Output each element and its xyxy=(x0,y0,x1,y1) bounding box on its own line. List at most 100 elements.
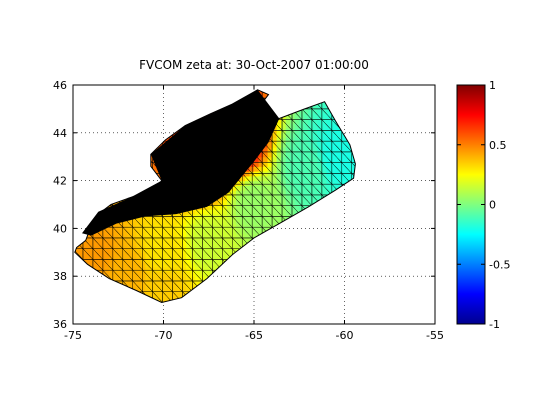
field-cell xyxy=(154,276,160,282)
field-cell xyxy=(204,257,210,263)
field-cell xyxy=(181,242,187,249)
field-cell xyxy=(154,285,160,292)
field-cell xyxy=(226,237,232,244)
field-cell xyxy=(326,137,332,143)
field-cell xyxy=(158,218,165,225)
field-cell xyxy=(294,175,300,182)
field-cell xyxy=(321,137,327,143)
field-cell xyxy=(163,280,169,287)
field-cell xyxy=(263,171,269,177)
field-cell xyxy=(281,142,287,148)
field-cell xyxy=(303,108,309,115)
field-cell xyxy=(285,180,291,186)
field-cell xyxy=(136,233,142,239)
field-cell xyxy=(285,175,291,182)
field-cell xyxy=(122,252,128,258)
colorbar-tick-label: 0 xyxy=(489,199,496,212)
field-cell xyxy=(190,228,196,234)
field-cell xyxy=(131,261,137,268)
field-cell xyxy=(163,214,169,220)
field-cell xyxy=(217,223,223,229)
field-cell xyxy=(186,276,192,282)
field-cell xyxy=(335,166,341,172)
field-cell xyxy=(158,271,165,277)
field-cell xyxy=(154,290,160,296)
x-tick-label: -75 xyxy=(64,329,82,342)
field-cell xyxy=(154,271,160,277)
field-cell xyxy=(145,228,151,234)
field-cell xyxy=(272,190,278,196)
field-cell xyxy=(317,166,323,172)
field-cell xyxy=(330,175,337,182)
field-cell xyxy=(335,171,341,177)
field-cell xyxy=(140,252,147,258)
field-cell xyxy=(195,271,201,277)
field-cell xyxy=(258,194,264,201)
field-cell xyxy=(177,233,183,239)
field-cell xyxy=(272,128,278,134)
field-cell xyxy=(263,180,269,186)
field-cell xyxy=(290,142,296,148)
field-cell xyxy=(190,266,196,273)
field-cell xyxy=(104,271,110,277)
field-cell xyxy=(140,266,147,273)
field-cell xyxy=(109,247,115,253)
field-cell xyxy=(145,257,151,263)
field-cell xyxy=(285,147,291,153)
field-cell xyxy=(344,156,350,163)
field-cell xyxy=(118,242,124,249)
field-cell xyxy=(208,242,214,249)
x-axis: -75 -70 -65 -60 -55 xyxy=(64,85,444,342)
field-cell xyxy=(104,266,110,273)
field-cell xyxy=(276,171,282,177)
field-cell xyxy=(86,257,92,263)
field-cell xyxy=(172,247,178,253)
field-cell xyxy=(177,257,183,263)
field-cell xyxy=(95,252,101,258)
field-cell xyxy=(95,266,101,273)
field-cell xyxy=(240,190,246,196)
field-cell xyxy=(294,118,300,124)
field-cell xyxy=(339,147,346,153)
field-cell xyxy=(158,233,165,239)
field-cell xyxy=(217,228,223,234)
field-cell xyxy=(186,242,192,249)
field-cell xyxy=(168,247,174,253)
field-cell xyxy=(213,247,219,253)
field-cell xyxy=(276,190,282,196)
field-cell xyxy=(168,271,174,277)
field-cell xyxy=(127,247,133,253)
field-cell xyxy=(168,218,174,225)
field-cell xyxy=(312,180,318,186)
field-cell xyxy=(312,151,318,158)
field-cell xyxy=(258,89,264,96)
field-cell xyxy=(77,252,83,258)
field-cell xyxy=(330,151,337,158)
field-cell xyxy=(95,233,101,239)
field-cell xyxy=(190,257,196,263)
field-cell xyxy=(281,156,287,163)
field-cell xyxy=(91,233,97,239)
field-cell xyxy=(131,280,137,287)
field-cell xyxy=(244,204,251,210)
colorbar-tick-label: -1 xyxy=(489,318,500,331)
field-cell xyxy=(303,132,309,139)
field-cell xyxy=(82,252,88,258)
field-cell xyxy=(145,214,151,220)
field-cell xyxy=(235,194,242,201)
field-cell xyxy=(294,209,300,215)
field-cell xyxy=(317,137,323,143)
field-cell xyxy=(276,132,282,139)
field-cell xyxy=(113,261,119,268)
x-tick-label: -65 xyxy=(245,329,263,342)
field-cell xyxy=(281,123,287,129)
field-cell xyxy=(294,161,300,167)
field-cell xyxy=(321,123,327,129)
field-cell xyxy=(258,156,264,163)
field-cell xyxy=(244,223,251,229)
field-cell xyxy=(285,171,291,177)
field-cell xyxy=(326,166,332,172)
field-cell xyxy=(181,252,187,258)
field-cell xyxy=(127,271,133,277)
field-cell xyxy=(113,233,119,239)
